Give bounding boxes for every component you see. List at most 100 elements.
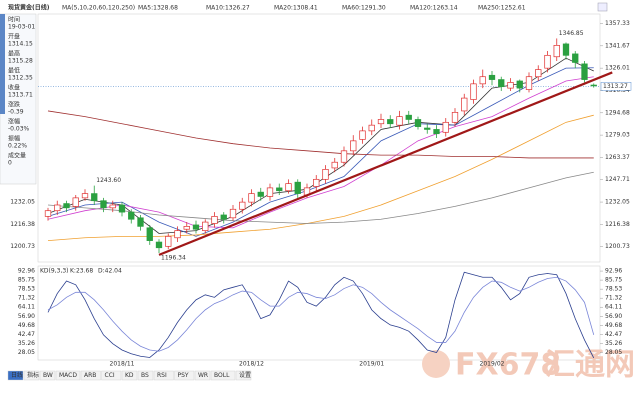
logo — [422, 350, 450, 378]
y-tick-label: 49.68 — [18, 322, 35, 329]
candle-body — [525, 76, 533, 90]
candle-body — [331, 161, 338, 169]
tab[interactable] — [7, 370, 24, 381]
tab-label[interactable]: 设置 — [239, 371, 251, 379]
tab-label[interactable]: PSY — [178, 372, 189, 379]
candle-body — [165, 235, 172, 247]
candle-body — [581, 63, 588, 80]
info-value: 1314.15 — [8, 41, 33, 48]
info-value: -0.39 — [8, 109, 24, 116]
tab-label[interactable]: RSI — [157, 372, 167, 379]
y-tick-label: 1216.38 — [605, 221, 630, 228]
y-tick-label: 1263.37 — [605, 154, 630, 161]
y-tick-label: 28.05 — [605, 349, 622, 356]
candle-body — [442, 121, 449, 133]
side-tab — [0, 14, 5, 114]
tab[interactable] — [174, 370, 195, 381]
candle-body — [424, 127, 431, 130]
ma-line — [47, 171, 594, 224]
candle-body — [572, 53, 579, 63]
info-label: 时间 — [8, 16, 20, 24]
candle-body — [100, 200, 107, 209]
tab-label[interactable]: BW — [43, 372, 53, 379]
tab-label[interactable]: BS — [141, 372, 149, 379]
candle-body — [590, 84, 597, 87]
tab[interactable] — [55, 370, 81, 381]
y-tick-label: 1232.05 — [10, 199, 35, 206]
tab-label[interactable]: BOLL — [214, 372, 230, 379]
watermark: FX678 汇通网 — [422, 348, 635, 383]
y-tick-label: 1216.38 — [10, 221, 35, 228]
y-tick-label: 1326.01 — [605, 65, 630, 72]
tab-label[interactable]: CCI — [105, 372, 115, 379]
candle-body — [229, 208, 237, 219]
tab[interactable] — [80, 370, 101, 381]
y-tick-label: 42.47 — [605, 331, 622, 338]
legend-entry: MA20:1308.41 — [274, 5, 318, 12]
tab[interactable] — [23, 370, 40, 381]
candle-body — [183, 226, 190, 230]
tab-label[interactable]: KD — [125, 372, 134, 379]
y-tick-label: 35.26 — [605, 340, 622, 347]
y-tick-label: 1279.03 — [605, 132, 630, 139]
tab[interactable] — [235, 370, 252, 381]
watermark-text: 汇通网 — [545, 348, 635, 383]
tab[interactable] — [210, 370, 236, 381]
candle-body — [498, 79, 505, 88]
candle-body — [174, 230, 181, 239]
candle-body — [285, 183, 292, 192]
info-panel — [0, 13, 37, 185]
candle-body — [202, 221, 209, 231]
candle-body — [488, 74, 496, 80]
tab-label[interactable]: 日线 — [11, 371, 23, 379]
candle-body — [137, 217, 144, 227]
info-label: 涨幅 — [8, 118, 20, 126]
candle-body — [535, 69, 542, 78]
tab[interactable] — [194, 370, 211, 381]
candle-body — [461, 97, 468, 112]
ma-line — [47, 110, 594, 159]
tab[interactable] — [137, 370, 154, 381]
y-tick-label: 42.47 — [18, 331, 35, 338]
candle-body — [396, 116, 403, 126]
candle-body — [146, 227, 153, 241]
settings-icon[interactable] — [597, 2, 608, 12]
x-tick-label: 2018/12 — [239, 361, 264, 368]
tab[interactable] — [39, 370, 56, 381]
tab[interactable] — [101, 370, 122, 381]
info-label: 开盘 — [8, 33, 20, 41]
y-tick-label: 1341.67 — [605, 42, 630, 49]
y-tick-label: 28.05 — [18, 349, 35, 356]
info-label: 振幅 — [8, 135, 20, 143]
indicator-title: MA(5,10,20,60,120,250) — [62, 5, 135, 12]
y-tick-label: 64.11 — [605, 304, 622, 311]
trendline — [158, 71, 613, 256]
tab-label[interactable]: WR — [198, 372, 208, 379]
candle-body — [377, 119, 385, 125]
y-tick-label: 1357.33 — [605, 20, 630, 27]
candle-body — [322, 169, 329, 180]
tab-label[interactable]: MACD — [59, 372, 77, 379]
tab-label[interactable]: ARB — [84, 372, 96, 379]
y-tick-label: 56.90 — [18, 313, 35, 320]
candle-body — [368, 124, 375, 132]
candle-body — [266, 187, 274, 197]
tab-label[interactable]: 指标 — [27, 371, 39, 379]
candle-body — [340, 150, 348, 163]
candle-body — [248, 193, 255, 203]
x-tick-label: 2019/01 — [359, 361, 384, 368]
candle-body — [313, 178, 320, 187]
candle-body — [350, 140, 357, 152]
x-tick-label: 2019/02 — [480, 361, 505, 368]
info-value: 1313.71 — [8, 92, 33, 99]
annotation: 1346.85 — [559, 30, 584, 37]
legend-entry: MA10:1326.27 — [206, 5, 250, 12]
y-tick-label: 71.32 — [18, 295, 35, 302]
legend-entry: MA5:1328.68 — [138, 5, 178, 12]
tab[interactable] — [153, 370, 174, 381]
last-price-label: 1313.27 — [603, 83, 628, 90]
tab[interactable] — [121, 370, 138, 381]
last-price-box — [600, 82, 632, 91]
legend-entry: K:23.68 — [70, 268, 93, 275]
candle-body — [276, 187, 283, 192]
